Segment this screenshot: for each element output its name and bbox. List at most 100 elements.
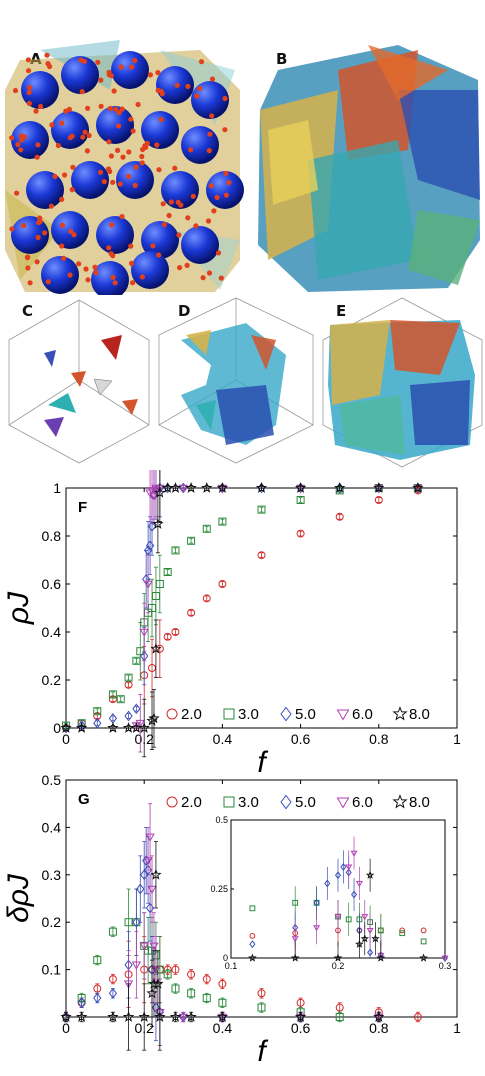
data-point — [187, 989, 196, 998]
data-point — [324, 879, 331, 888]
inset-x-tick-label: 0.2 — [332, 961, 345, 971]
data-point — [335, 1003, 344, 1012]
data-point — [392, 794, 408, 809]
legend-label: 3.0 — [238, 794, 259, 811]
legend-label: 8.0 — [409, 794, 430, 811]
data-point — [291, 936, 299, 943]
data-point — [124, 673, 133, 682]
x-tick-label: 0.6 — [291, 731, 311, 747]
y-tick-label: 0.4 — [42, 624, 62, 640]
data-point — [290, 953, 300, 962]
data-point — [296, 529, 305, 538]
x-tick-label: 0.4 — [213, 731, 233, 747]
data-point — [187, 536, 196, 545]
data-point — [136, 883, 145, 895]
data-point — [355, 939, 364, 948]
data-point — [294, 1011, 307, 1022]
y-tick-label: 0.2 — [42, 672, 62, 688]
data-point — [223, 796, 235, 808]
data-point — [280, 706, 292, 722]
data-point — [166, 708, 178, 720]
data-point — [146, 714, 158, 726]
inset-y-tick-label: 0.5 — [215, 815, 228, 825]
data-point — [146, 987, 158, 999]
data-point — [335, 1013, 344, 1021]
data-point — [345, 916, 352, 923]
data-point — [373, 481, 385, 493]
data-point — [154, 1011, 166, 1022]
data-point — [420, 927, 427, 934]
data-point — [150, 642, 162, 654]
inset-y-tick-label: 0.25 — [210, 884, 228, 894]
data-point — [187, 970, 196, 979]
y-axis-label: δρJ — [2, 873, 35, 923]
data-point — [413, 1013, 422, 1021]
data-point — [355, 881, 363, 888]
data-point — [171, 546, 180, 555]
data-point — [249, 933, 256, 939]
data-point — [169, 1011, 182, 1022]
data-point — [202, 994, 211, 1003]
data-point — [376, 953, 386, 962]
data-point — [108, 975, 117, 984]
data-point — [334, 914, 342, 921]
panel-e-label: E — [336, 302, 347, 320]
x-tick-label: 1 — [453, 1020, 461, 1036]
data-point — [108, 927, 117, 936]
data-point — [216, 481, 229, 493]
data-point — [334, 481, 346, 493]
legend-label: 8.0 — [409, 706, 430, 723]
data-point — [163, 970, 172, 979]
data-point — [218, 979, 227, 988]
data-point — [155, 644, 164, 653]
data-point — [166, 796, 178, 808]
data-point — [257, 1003, 266, 1012]
data-point — [334, 871, 342, 880]
inset-chart: 0.1 0.2 0.3 0 0.25 0.5 — [210, 815, 451, 971]
data-point — [296, 496, 305, 504]
data-point — [152, 977, 164, 989]
plot-frame — [65, 779, 458, 1018]
data-point — [116, 695, 125, 704]
data-point — [218, 580, 227, 588]
legend-label: 3.0 — [238, 706, 259, 723]
inset-x-tick-label: 0.3 — [439, 961, 452, 971]
data-point — [335, 512, 344, 521]
data-point — [148, 604, 157, 612]
legend-label: 5.0 — [295, 794, 316, 811]
data-point — [377, 927, 384, 934]
y-tick-label: 0 — [53, 720, 61, 736]
data-point — [365, 870, 375, 879]
data-point — [147, 885, 157, 894]
data-point — [145, 833, 155, 842]
data-point — [218, 517, 227, 526]
data-point — [336, 797, 350, 809]
legend-label: 5.0 — [295, 706, 316, 723]
data-point — [135, 719, 146, 729]
panel-label: G — [78, 791, 90, 808]
data-point — [132, 916, 141, 928]
data-point — [392, 706, 408, 721]
data-point — [171, 628, 180, 636]
data-point — [367, 948, 374, 957]
charts-canvas: 0 0.2 0.4 0.6 0.8 1 0 0.2 0.4 0.6 0.8 1 Ff ρJ 2.0 3.0 5.… — [2, 470, 461, 1068]
data-point — [296, 998, 305, 1007]
data-point — [139, 628, 149, 637]
x-tick-label: 1 — [453, 731, 461, 747]
data-point — [108, 987, 118, 999]
plot-frame — [65, 487, 458, 729]
data-point — [361, 914, 369, 921]
y-tick-label: 1 — [53, 480, 61, 496]
y-tick-label: 0.1 — [42, 962, 62, 978]
data-point — [313, 925, 321, 932]
data-point — [151, 592, 160, 600]
data-point — [412, 481, 424, 493]
data-point — [178, 1013, 189, 1022]
packing-render-a — [5, 40, 244, 295]
data-point — [202, 975, 211, 984]
data-point — [374, 496, 383, 504]
data-point — [60, 722, 72, 733]
series-3.0 — [62, 484, 422, 730]
legend: 2.0 3.0 5.0 6.0 8.0 — [166, 706, 430, 723]
data-point — [366, 927, 374, 935]
